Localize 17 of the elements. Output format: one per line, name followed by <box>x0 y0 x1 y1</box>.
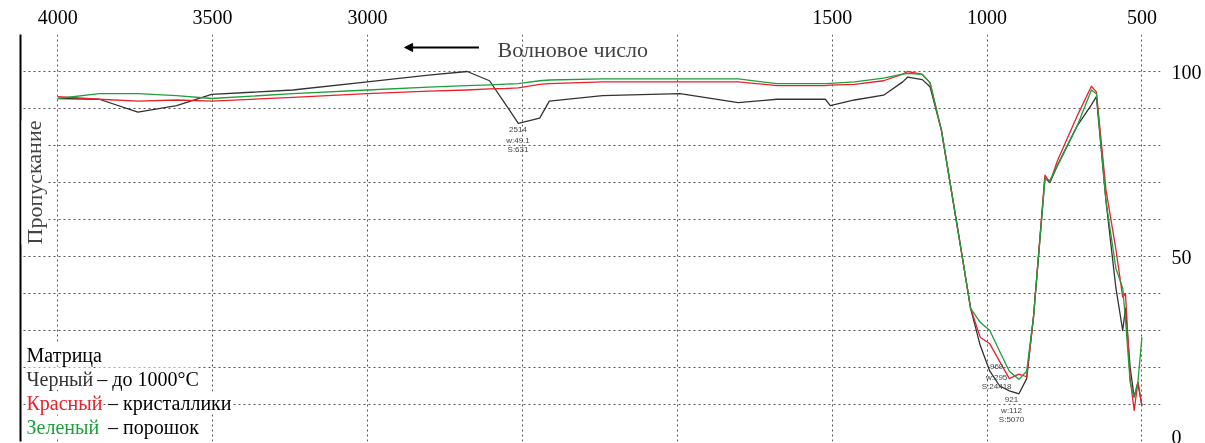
x-tick-label: 1000 <box>967 5 1008 28</box>
text: Красный – кристаллики <box>26 391 232 415</box>
annotation: 2514 w:49.1 S:631 <box>505 125 531 155</box>
x-tick-label: 1500 <box>812 5 853 28</box>
y-tick-label: 0 <box>1171 425 1182 443</box>
x-tick-label: 500 <box>1126 5 1157 28</box>
x-tick-label: 4000 <box>37 5 78 28</box>
annotation: 921 w:112 S:5070 <box>998 395 1025 425</box>
y-axis-title: Пропускание <box>21 120 47 245</box>
legend-title: Матрица <box>26 343 103 367</box>
text: Зеленый – порошок <box>26 415 200 439</box>
x-axis-title: Волновое число <box>497 36 649 62</box>
y-tick-label: 50 <box>1171 245 1192 268</box>
y-tick-label: 100 <box>1171 60 1202 83</box>
x-tick-label: 3500 <box>192 5 233 28</box>
text: Черный – до 1000°C <box>26 367 199 391</box>
x-tick-label: 3000 <box>347 5 388 28</box>
